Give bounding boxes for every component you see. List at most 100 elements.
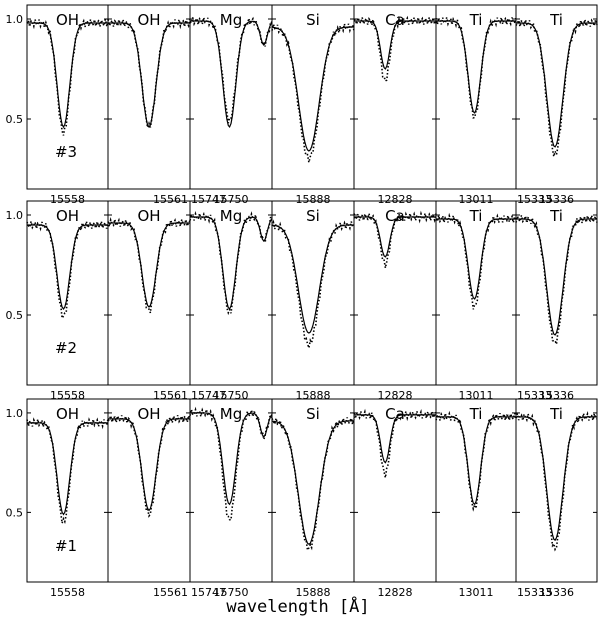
observed-spectrum-r3-c1 [26,417,109,525]
observed-spectrum-r2-c5 [353,210,437,269]
model-spectrum-r3-c6 [436,416,516,506]
observed-spectrum-r3-c4 [271,415,355,553]
x-tick-label: 15888 [296,389,331,402]
element-label: OH [137,405,160,423]
observed-spectrum-r3-c3 [189,406,273,521]
model-spectrum-r2-c7 [516,218,597,336]
x-tick-label: 15561 [153,193,188,206]
x-tick-label: 13011 [459,389,494,402]
model-spectrum-r1-c4 [271,26,354,152]
panel-frame-r3-c7 [515,398,598,583]
observed-spectrum-r1-c5 [353,14,437,83]
star-label: #2 [55,339,77,357]
observed-spectrum-r3-c6 [435,410,517,512]
y-tick-label: 0.5 [6,309,24,322]
element-label: Mg [220,11,242,29]
x-tick-label: 15750 [214,586,249,599]
x-tick-label: 13011 [459,193,494,206]
x-tick-label: 12828 [378,193,413,206]
x-tick-label-left: 15333 [517,586,552,599]
model-spectrum-r1-c6 [436,20,516,114]
x-tick-label-left: 15333 [517,389,552,402]
panel-frame-r3-c2 [107,398,191,583]
observed-spectrum-r1-c6 [435,16,517,119]
observed-spectrum-r2-c2 [107,216,191,314]
element-label: OH [137,207,160,225]
element-label: Ca [385,207,405,225]
x-axis-title: wavelength [Å] [226,595,369,617]
element-label: Si [306,405,320,423]
element-label: Ca [385,11,405,29]
x-tick-label-left: 15747 [191,389,226,402]
x-tick-label-left: 15333 [517,193,552,206]
star-label: #3 [55,143,77,161]
panel-frame-r3-c5 [353,398,437,583]
panel-frame-r1-c1 [26,4,109,190]
x-tick-label: 15558 [50,389,85,402]
model-spectrum-r1-c3 [190,20,273,128]
x-tick-label: 15558 [50,193,85,206]
observed-spectrum-r1-c1 [26,17,109,136]
panel-frame-r1-c4 [271,4,355,190]
panel-frame-r3-c6 [435,398,517,583]
y-tick-label: 0.5 [6,113,24,126]
panel-frame-r1-c5 [353,4,437,190]
model-spectrum-r3-c7 [516,416,597,542]
x-tick-label: 12828 [378,389,413,402]
observed-spectrum-r1-c3 [189,16,273,124]
panel-grid: OH15558OH15561Mg1575015747Si15888Ca12828… [6,4,598,599]
element-label: Mg [220,207,242,225]
y-tick-label: 1.0 [6,13,24,26]
model-spectrum-r2-c4 [271,224,354,334]
x-tick-label: 15561 [153,586,188,599]
observed-spectrum-r1-c7 [515,17,598,158]
element-label: Mg [220,405,242,423]
panel-frame-r2-c2 [107,200,191,386]
x-tick-label: 15561 [153,389,188,402]
element-label: OH [137,11,160,29]
element-label: OH [56,11,79,29]
element-label: Si [306,207,320,225]
y-tick-label: 0.5 [6,506,24,519]
model-spectrum-r2-c3 [190,216,273,310]
observed-spectrum-r3-c2 [107,412,191,518]
element-label: Ti [549,405,563,423]
observed-spectrum-r3-c7 [515,411,598,552]
model-spectrum-r2-c2 [108,222,190,308]
panel-frame-r1-c2 [107,4,191,190]
observed-spectrum-r2-c3 [189,210,273,316]
panel-frame-r2-c6 [435,200,517,386]
element-label: OH [56,207,79,225]
element-label: Si [306,11,320,29]
observed-spectrum-r2-c1 [26,219,109,321]
element-label: Ti [549,207,563,225]
x-tick-label-left: 15747 [191,193,226,206]
observed-spectrum-r1-c4 [271,23,355,163]
x-tick-label: 12828 [378,586,413,599]
model-spectrum-r1-c2 [108,22,190,129]
model-spectrum-r3-c2 [108,418,190,512]
y-tick-label: 1.0 [6,209,24,222]
panel-frame-r2-c7 [515,200,598,386]
element-label: Ti [549,11,563,29]
x-tick-label-left: 15747 [191,586,226,599]
x-tick-label: 15750 [214,193,249,206]
element-label: Ti [469,207,483,225]
x-tick-label: 15336 [539,193,574,206]
element-label: Ti [469,405,483,423]
element-label: Ca [385,405,405,423]
panel-frame-r1-c7 [515,4,598,190]
model-spectrum-r2-c6 [436,218,516,300]
model-spectrum-r3-c4 [271,420,354,545]
x-tick-label: 13011 [459,586,494,599]
observed-spectrum-r3-c5 [353,408,437,478]
x-tick-label: 15336 [539,586,574,599]
model-spectrum-r1-c7 [516,22,597,148]
panel-frame-r1-c6 [435,4,517,190]
observed-spectrum-r2-c4 [271,219,354,352]
element-label: OH [56,405,79,423]
x-tick-label: 15888 [296,193,331,206]
observed-spectrum-r2-c6 [435,212,517,310]
element-label: Ti [469,11,483,29]
